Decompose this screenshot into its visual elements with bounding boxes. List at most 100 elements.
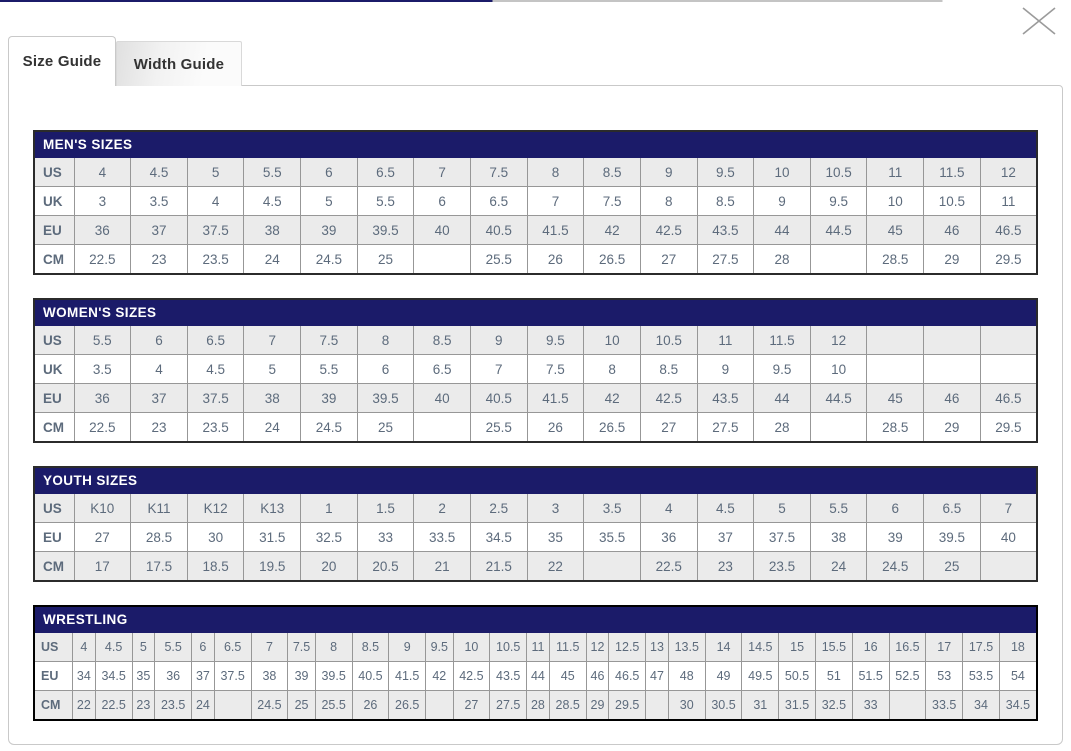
- size-cell: 7.5: [300, 325, 358, 355]
- size-cell: 33.5: [413, 522, 471, 552]
- size-cell: 6: [300, 157, 358, 187]
- size-cell: 53: [925, 661, 964, 691]
- header-cell: [753, 130, 811, 158]
- size-cell: 23.5: [186, 244, 245, 275]
- tab-width-guide-label: Width Guide: [133, 55, 225, 73]
- header-cell: [300, 466, 358, 494]
- size-cell: [413, 412, 471, 443]
- row-label: US: [33, 632, 73, 662]
- header-cell: [809, 130, 868, 158]
- size-cell: 24.5: [300, 244, 358, 275]
- size-cell: 25: [923, 551, 981, 582]
- close-button[interactable]: [1017, 3, 1061, 39]
- size-cell: 4.5: [94, 632, 133, 662]
- header-cell: [923, 466, 981, 494]
- table-row: CM 22.5 23 23.5 24 24.5 25 25.5 26 26.5 27 27.5 28 28…: [33, 244, 1038, 275]
- size-cell: 29: [585, 690, 610, 721]
- size-cell: 24.5: [250, 690, 289, 721]
- size-cell: 51: [814, 661, 853, 691]
- header-cell: [923, 298, 981, 326]
- size-cell: 5.5: [154, 632, 193, 662]
- size-cell: 39: [300, 215, 358, 245]
- header-cell: [925, 605, 964, 633]
- size-cell: 4: [639, 493, 698, 523]
- header-cell: [696, 130, 755, 158]
- header-cell: [250, 605, 289, 633]
- size-cell: 5.5: [73, 325, 132, 355]
- table-row: CM 22 22.5 23 23.5 24 24.5 25 25.5 26 26.5 27 27.5 28…: [33, 690, 1038, 721]
- size-cell: 27: [452, 690, 491, 721]
- header-cell: [778, 605, 816, 633]
- size-cell: 44.5: [809, 383, 868, 413]
- header-cell: [667, 605, 706, 633]
- size-cell: 1.5: [356, 493, 415, 523]
- size-cell: 39.5: [356, 383, 415, 413]
- size-cell: 46.5: [979, 383, 1038, 413]
- header-cell: [888, 605, 927, 633]
- size-cell: 22: [72, 690, 96, 721]
- header-cell: [866, 298, 925, 326]
- size-cell: 7: [526, 186, 585, 216]
- tab-width-guide[interactable]: Width Guide: [116, 41, 242, 86]
- size-cell: 40.5: [469, 383, 528, 413]
- size-cell: [425, 690, 454, 721]
- header-cell: [413, 466, 471, 494]
- size-cell: 35: [526, 522, 585, 552]
- size-cell: 31.5: [243, 522, 302, 552]
- size-cell: 39.5: [923, 522, 981, 552]
- header-cell: [243, 466, 302, 494]
- size-cell: 5: [243, 354, 302, 384]
- size-cell: 38: [243, 215, 302, 245]
- tab-size-guide[interactable]: Size Guide: [8, 36, 116, 86]
- table-title: WOMEN'S SIZES: [33, 298, 245, 326]
- size-cell: 25.5: [469, 244, 528, 275]
- size-cell: 26.5: [388, 690, 427, 721]
- size-cell: 36: [73, 383, 132, 413]
- size-cell: 8.5: [583, 157, 641, 187]
- row-label: CM: [33, 412, 75, 443]
- size-cell: 11: [526, 632, 550, 662]
- size-cell: 50.5: [778, 661, 816, 691]
- size-cell: 8.5: [696, 186, 755, 216]
- size-cell: 42: [583, 215, 641, 245]
- size-cell: 40: [979, 522, 1038, 552]
- size-cell: 10.5: [639, 325, 698, 355]
- size-cell: 25.5: [314, 690, 353, 721]
- table-row: EU 34 34.5 35 36 37 37.5 38 39 39.5 40.5 41.5 42 42.5…: [33, 661, 1038, 691]
- size-cell: 46: [923, 215, 981, 245]
- size-cell: 37.5: [186, 215, 245, 245]
- size-cell: 28.5: [866, 244, 925, 275]
- size-cell: 10: [452, 632, 491, 662]
- size-cell: 43.5: [696, 383, 755, 413]
- size-cell: 23.5: [753, 551, 811, 582]
- row-label: UK: [33, 354, 75, 384]
- row-label: EU: [33, 215, 75, 245]
- header-cell: [979, 466, 1038, 494]
- size-cell: 4: [73, 157, 132, 187]
- table-row: US K10 K11 K12 K13 1 1.5 2 2.5 3 3.5 4 4.5 5 5.5 6 6.5 7: [33, 493, 1038, 523]
- size-cell: 5.5: [356, 186, 415, 216]
- header-cell: [489, 605, 528, 633]
- size-cell: 26: [351, 690, 390, 721]
- size-cell: 25.5: [469, 412, 528, 443]
- row-label: UK: [33, 186, 75, 216]
- size-cell: 46: [923, 383, 981, 413]
- size-cell: 44: [753, 383, 811, 413]
- size-cell: [413, 244, 471, 275]
- size-cell: 53.5: [962, 661, 1000, 691]
- row-label: EU: [33, 383, 75, 413]
- size-cell: 27: [639, 412, 698, 443]
- size-cell: 39: [287, 661, 316, 691]
- header-cell: [300, 130, 358, 158]
- size-cell: 44.5: [809, 215, 868, 245]
- size-cell: 9: [639, 157, 698, 187]
- size-cell: 7: [469, 354, 528, 384]
- header-cell: [696, 466, 755, 494]
- header-cell: [585, 605, 610, 633]
- size-table: MEN'S SIZES US 4 4.5 5 5.5 6 6.5 7 7.5 8 8.5 9 9.5 10 1…: [33, 130, 1038, 275]
- size-cell: 6.5: [213, 632, 252, 662]
- size-cell: 5: [186, 157, 245, 187]
- size-cell: 8: [583, 354, 641, 384]
- size-cell: 49: [704, 661, 743, 691]
